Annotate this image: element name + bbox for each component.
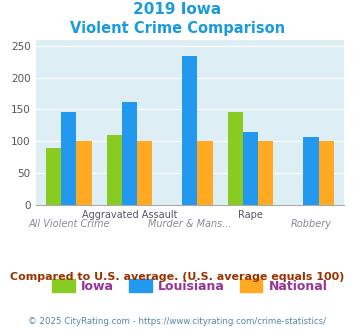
Text: 2019 Iowa: 2019 Iowa: [133, 2, 222, 16]
Bar: [46, 148, 61, 205]
Text: Aggravated Assault: Aggravated Assault: [82, 210, 177, 219]
Bar: [319, 141, 334, 205]
Bar: [76, 141, 92, 205]
Bar: [122, 102, 137, 205]
Bar: [258, 141, 273, 205]
Bar: [197, 141, 213, 205]
Text: © 2025 CityRating.com - https://www.cityrating.com/crime-statistics/: © 2025 CityRating.com - https://www.city…: [28, 317, 327, 326]
Legend: Iowa, Louisiana, National: Iowa, Louisiana, National: [48, 274, 332, 298]
Bar: [243, 132, 258, 205]
Bar: [137, 141, 152, 205]
Bar: [61, 112, 76, 205]
Bar: [304, 137, 319, 205]
Bar: [182, 56, 197, 205]
Text: Robbery: Robbery: [290, 219, 332, 229]
Text: Rape: Rape: [238, 210, 263, 219]
Bar: [228, 112, 243, 205]
Text: Violent Crime Comparison: Violent Crime Comparison: [70, 21, 285, 36]
Text: Compared to U.S. average. (U.S. average equals 100): Compared to U.S. average. (U.S. average …: [10, 272, 345, 282]
Text: All Violent Crime: All Violent Crime: [28, 219, 110, 229]
Text: Murder & Mans...: Murder & Mans...: [148, 219, 232, 229]
Bar: [106, 135, 122, 205]
